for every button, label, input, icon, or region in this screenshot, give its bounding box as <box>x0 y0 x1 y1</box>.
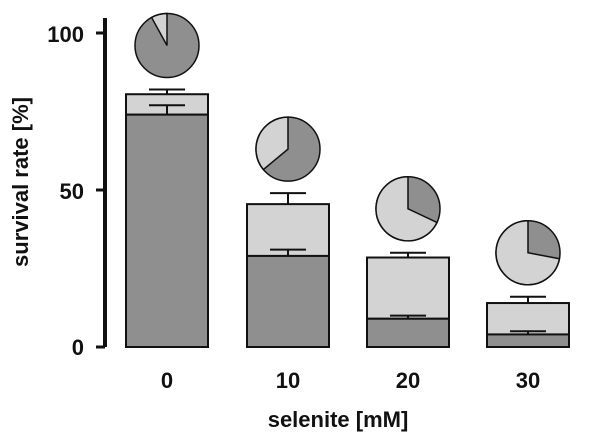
pie-light-10 <box>255 116 289 171</box>
bar-dark-0 <box>125 113 209 348</box>
y-tick-label-50: 50 <box>60 179 84 204</box>
pie-light-0 <box>150 12 168 46</box>
bar-dark-30 <box>486 333 570 349</box>
x-axis-title: selenite [mM] <box>268 407 409 432</box>
axes: 0 50 100 0 10 20 30 selenite [mM] surviv… <box>8 18 540 432</box>
x-tick-label-0: 0 <box>161 368 173 393</box>
pie-light-20 <box>375 176 438 242</box>
bars <box>125 88 570 349</box>
bar-dark-10 <box>246 254 330 348</box>
y-tick-label-0: 0 <box>72 335 84 360</box>
x-tick-label-30: 30 <box>516 368 540 393</box>
bar-light-30 <box>486 302 570 336</box>
pie-insets <box>134 12 561 286</box>
bar-dark-20 <box>366 317 450 348</box>
y-tick-label-100: 100 <box>47 22 84 47</box>
bar-light-10 <box>246 203 330 257</box>
bar-light-20 <box>366 256 450 320</box>
y-axis-title: survival rate [%] <box>8 97 33 267</box>
x-tick-label-20: 20 <box>396 368 420 393</box>
x-tick-label-10: 10 <box>276 368 300 393</box>
pie-light-30 <box>495 220 561 286</box>
